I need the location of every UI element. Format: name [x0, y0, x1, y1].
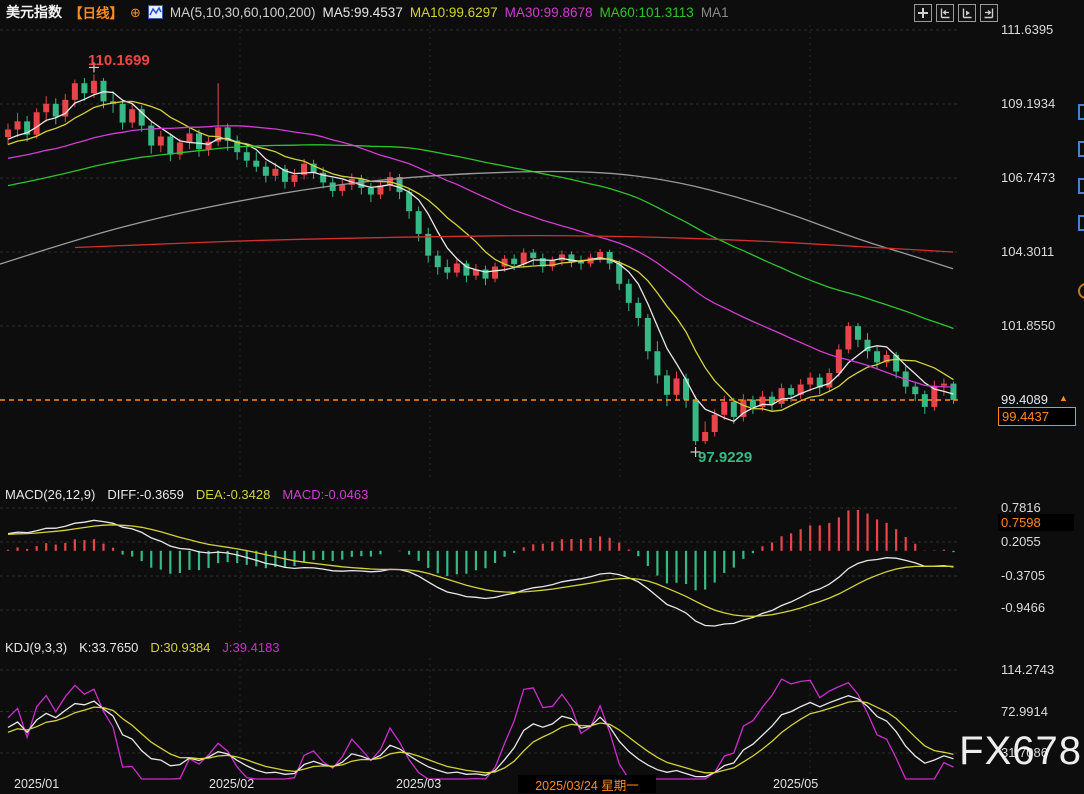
macd-header: MACD(26,12,9) DIFF:-0.3659 DEA:-0.3428 M… [5, 487, 368, 502]
ma100-value-truncated: MA1 [700, 4, 729, 20]
clipped-edge-text-3 [1078, 178, 1084, 194]
y-tick-main-1: 111.6395 [1001, 22, 1054, 37]
indicator-thumbnail-icon[interactable] [147, 5, 163, 19]
low-annotation: 97.9229 [698, 449, 753, 466]
last-price-label: 99.4089 [1001, 392, 1048, 407]
ma5-value: MA5:99.4537 [322, 4, 403, 20]
macd-highlight-box: 0.7598 [998, 514, 1074, 531]
play-scale-icon[interactable] [958, 4, 976, 22]
high-annotation: 110.1699 [88, 52, 150, 69]
x-tick-may: 2025/05 [773, 777, 819, 791]
fx678-watermark: FX678 [959, 729, 1082, 773]
crosshair-date-box: 2025/03/24 星期一 [518, 775, 656, 793]
kdj-title[interactable]: KDJ(9,3,3) [5, 640, 68, 655]
macd-dea-value: DEA:-0.3428 [195, 487, 271, 502]
x-tick-feb: 2025/02 [209, 777, 255, 791]
kdj-j-value: J:39.4183 [222, 640, 280, 655]
chart-header: 美元指数 【日线】 ⊕ MA(5,10,30,60,100,200) MA5:9… [6, 3, 729, 21]
y-tick-main-4: 104.3011 [1001, 244, 1055, 259]
y-tick-kdj-3: 31.7086 [1001, 745, 1048, 760]
expand-circle-icon[interactable]: ⊕ [130, 4, 141, 20]
y-tick-main-2: 109.1934 [1001, 96, 1056, 111]
y-tick-main-5: 101.8550 [1001, 318, 1056, 333]
clipped-edge-text-1 [1078, 104, 1084, 120]
price-up-arrow-icon: ▲ [1059, 393, 1068, 403]
y-tick-macd-4: -0.9466 [1001, 600, 1046, 615]
crosshair-price-box: 99.4437 [998, 407, 1076, 426]
y-tick-kdj-1: 114.2743 [1001, 662, 1055, 677]
kdj-header: KDJ(9,3,3) K:33.7650 D:30.9384 J:39.4183 [5, 640, 280, 655]
y-tick-main-3: 106.7473 [1001, 170, 1056, 185]
clipped-edge-text-4 [1078, 215, 1084, 231]
gridlines-layer [0, 25, 958, 778]
clipped-edge-text-2 [1078, 141, 1084, 157]
kdj-k-value: K:33.7650 [79, 640, 139, 655]
ma-lines-layer [0, 91, 954, 423]
macd-macd-value: MACD:-0.0463 [282, 487, 369, 502]
y-tick-macd-2: 0.2055 [1001, 534, 1041, 549]
kdj-layer [7, 678, 954, 780]
y-tick-kdj-2: 72.9914 [1001, 704, 1048, 719]
right-scale-icon[interactable] [980, 4, 998, 22]
ma10-value: MA10:99.6297 [409, 4, 498, 20]
ma-group-label: MA(5,10,30,60,100,200) [169, 4, 316, 20]
ma60-value: MA60:101.3113 [599, 4, 694, 20]
macd-layer [6, 510, 955, 627]
symbol-title: 美元指数 [6, 4, 62, 20]
crosshair-move-icon[interactable] [914, 4, 932, 22]
chart-toolbar [914, 4, 998, 22]
candles-layer [5, 74, 957, 446]
x-tick-jan: 2025/01 [14, 777, 60, 791]
x-tick-mar: 2025/03 [396, 777, 442, 791]
ma30-value: MA30:99.8678 [504, 4, 593, 20]
macd-diff-value: DIFF:-0.3659 [107, 487, 184, 502]
left-scale-icon[interactable] [936, 4, 954, 22]
high-low-markers [88, 62, 701, 458]
period-label[interactable]: 【日线】 [69, 6, 123, 21]
macd-title[interactable]: MACD(26,12,9) [5, 487, 96, 502]
kdj-d-value: D:30.9384 [150, 640, 211, 655]
y-tick-macd-3: -0.3705 [1001, 568, 1046, 583]
y-tick-macd-1: 0.7816 [1001, 500, 1041, 515]
